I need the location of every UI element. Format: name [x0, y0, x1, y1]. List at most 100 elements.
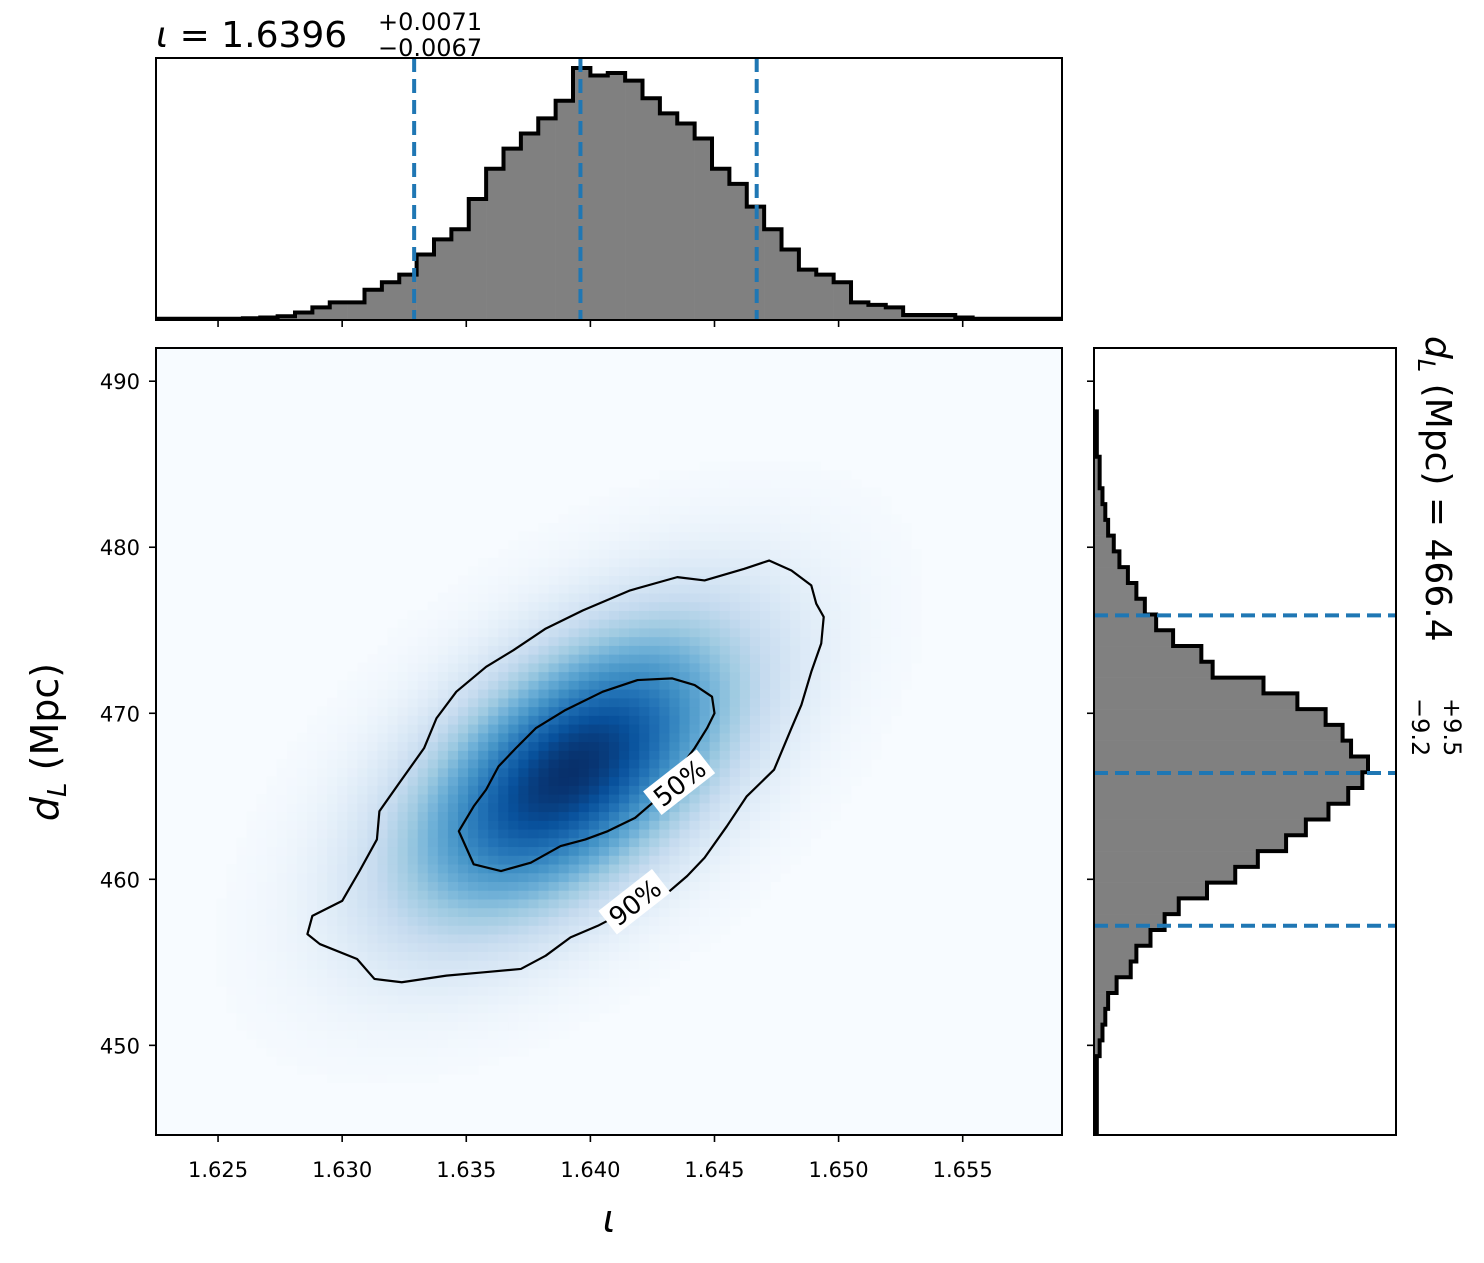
heatmap-cell: [669, 671, 681, 681]
heatmap-cell: [317, 732, 328, 743]
x-tick-label: 1.650: [809, 1158, 869, 1182]
heatmap-cell: [649, 505, 660, 515]
heatmap-cell: [488, 785, 499, 795]
heatmap-cell: [236, 907, 248, 917]
heatmap-cell: [870, 662, 882, 673]
heatmap-cell: [719, 680, 731, 690]
heatmap-cell: [357, 776, 368, 786]
heatmap-cell: [709, 636, 721, 646]
heatmap-cell: [659, 549, 670, 559]
heatmap-cell: [387, 715, 399, 725]
heatmap-cell: [407, 925, 419, 935]
top-title: ι = 1.6396: [156, 15, 347, 56]
heatmap-cell: [296, 785, 308, 795]
heatmap-cell: [286, 1003, 298, 1014]
heatmap-cell: [387, 828, 399, 839]
heatmap-cell: [397, 1047, 409, 1057]
heatmap-cell: [709, 898, 721, 909]
heatmap-cell: [800, 811, 811, 821]
heatmap-cell: [568, 592, 580, 603]
heatmap-cell: [327, 1012, 338, 1022]
heatmap-cell: [518, 925, 530, 935]
heatmap-cell: [830, 689, 842, 699]
heatmap-cell: [880, 645, 892, 655]
heatmap-cell: [679, 566, 691, 576]
heatmap-cell: [468, 846, 479, 856]
heatmap-cell: [518, 881, 530, 891]
heatmap-cell: [286, 995, 298, 1005]
heatmap-cell: [236, 942, 248, 952]
heatmap-cell: [528, 968, 540, 979]
heatmap-cell: [840, 758, 852, 769]
right-histogram-bar: [1094, 945, 1137, 962]
heatmap-cell: [790, 592, 801, 603]
heatmap-cell: [629, 610, 640, 620]
heatmap-cell: [890, 671, 902, 681]
heatmap-cell: [649, 977, 660, 987]
heatmap-cell: [558, 855, 570, 865]
heatmap-cell: [820, 732, 832, 743]
heatmap-cell: [558, 671, 570, 681]
heatmap-cell: [629, 715, 640, 725]
heatmap-cell: [437, 732, 449, 743]
heatmap-cell: [850, 697, 862, 708]
heatmap-cell: [800, 793, 811, 804]
heatmap-cell: [407, 846, 419, 856]
heatmap-cell: [327, 1065, 338, 1075]
heatmap-cell: [578, 680, 590, 690]
heatmap-cell: [749, 724, 761, 734]
heatmap-cell: [216, 968, 228, 979]
heatmap-cell: [508, 584, 519, 594]
heatmap-cell: [598, 933, 610, 944]
heatmap-cell: [447, 960, 459, 970]
heatmap-cell: [417, 977, 429, 987]
heatmap-cell: [377, 863, 389, 874]
heatmap-cell: [437, 872, 449, 883]
heatmap-cell: [437, 741, 449, 751]
heatmap-cell: [790, 662, 801, 673]
heatmap-cell: [578, 671, 590, 681]
heatmap-cell: [518, 863, 530, 874]
heatmap-cell: [780, 724, 791, 734]
heatmap-cell: [347, 767, 358, 778]
heatmap-cell: [890, 627, 902, 638]
heatmap-cell: [498, 584, 509, 594]
heatmap-cell: [447, 654, 459, 664]
heatmap-cell: [840, 706, 852, 716]
heatmap-cell: [840, 575, 852, 585]
heatmap-cell: [689, 802, 701, 813]
heatmap-cell: [598, 584, 610, 594]
heatmap-cell: [639, 785, 650, 795]
x-tick-label: 1.625: [188, 1158, 248, 1182]
heatmap-cell: [749, 680, 761, 690]
heatmap-cell: [478, 907, 489, 917]
heatmap-cell: [528, 995, 540, 1005]
heatmap-cell: [417, 627, 429, 638]
heatmap-cell: [890, 619, 902, 629]
heatmap-cell: [417, 715, 429, 725]
heatmap-cell: [568, 960, 580, 970]
heatmap-cell: [538, 881, 550, 891]
heatmap-cell: [478, 1003, 489, 1014]
heatmap-cell: [498, 925, 509, 935]
heatmap-cell: [397, 960, 409, 970]
heatmap-cell: [619, 592, 630, 603]
heatmap-cell: [709, 487, 721, 498]
heatmap-cell: [296, 872, 308, 883]
heatmap-cell: [538, 627, 550, 638]
heatmap-cell: [760, 566, 771, 576]
heatmap-cell: [749, 863, 761, 874]
heatmap-cell: [790, 461, 801, 472]
heatmap-cell: [437, 1003, 449, 1014]
heatmap-cell: [387, 820, 399, 830]
heatmap-cell: [518, 785, 530, 795]
heatmap-cell: [468, 619, 479, 629]
heatmap-cell: [498, 907, 509, 917]
heatmap-cell: [780, 557, 791, 568]
heatmap-cell: [709, 925, 721, 935]
heatmap-cell: [478, 1021, 489, 1031]
heatmap-cell: [729, 846, 741, 856]
heatmap-cell: [407, 951, 419, 961]
heatmap-cell: [357, 855, 368, 865]
heatmap-cell: [588, 881, 600, 891]
